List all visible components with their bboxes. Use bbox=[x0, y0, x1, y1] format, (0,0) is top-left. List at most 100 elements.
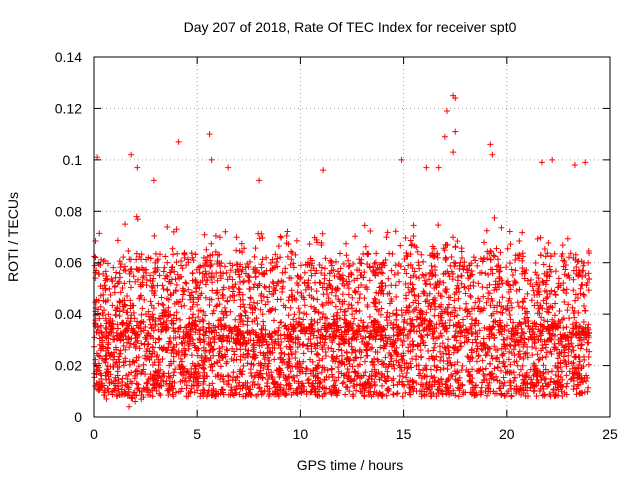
data-point bbox=[337, 265, 344, 272]
data-point bbox=[93, 380, 100, 387]
data-point bbox=[319, 284, 326, 291]
data-point bbox=[549, 156, 556, 163]
data-point bbox=[340, 277, 347, 284]
data-point bbox=[576, 358, 583, 365]
data-point bbox=[167, 374, 174, 381]
data-point bbox=[401, 256, 408, 263]
data-point bbox=[399, 342, 406, 349]
data-point bbox=[388, 267, 395, 274]
data-point bbox=[403, 249, 410, 256]
data-point bbox=[432, 272, 439, 279]
data-point bbox=[542, 253, 549, 260]
data-point bbox=[242, 309, 249, 316]
data-point bbox=[341, 312, 348, 319]
data-point bbox=[335, 368, 342, 375]
data-point bbox=[572, 291, 579, 298]
data-point bbox=[322, 352, 329, 359]
data-point bbox=[532, 269, 539, 276]
data-point bbox=[413, 353, 420, 360]
data-point bbox=[114, 321, 121, 328]
data-point bbox=[165, 386, 172, 393]
data-point bbox=[519, 329, 526, 336]
data-point bbox=[551, 312, 558, 319]
data-point bbox=[513, 287, 520, 294]
data-point bbox=[538, 314, 545, 321]
data-point bbox=[366, 277, 373, 284]
data-point bbox=[483, 227, 490, 234]
data-point bbox=[252, 245, 259, 252]
data-point bbox=[561, 299, 568, 306]
data-point bbox=[466, 372, 473, 379]
data-point bbox=[256, 384, 263, 391]
data-point bbox=[272, 306, 279, 313]
data-point bbox=[570, 386, 577, 393]
data-point bbox=[565, 301, 572, 308]
data-point bbox=[277, 254, 284, 261]
data-point bbox=[388, 282, 395, 289]
data-point bbox=[507, 361, 514, 368]
data-point bbox=[384, 368, 391, 375]
data-point bbox=[491, 253, 498, 260]
data-point bbox=[406, 315, 413, 322]
data-point bbox=[267, 260, 274, 267]
data-point bbox=[296, 315, 303, 322]
data-point bbox=[437, 330, 444, 337]
data-point bbox=[250, 299, 257, 306]
chart-title: Day 207 of 2018, Rate Of TEC Index for r… bbox=[184, 19, 517, 35]
data-point bbox=[189, 270, 196, 277]
data-point bbox=[336, 315, 343, 322]
data-point bbox=[339, 291, 346, 298]
data-point bbox=[371, 260, 378, 267]
data-point bbox=[363, 352, 370, 359]
data-point bbox=[316, 357, 323, 364]
data-point bbox=[216, 345, 223, 352]
data-point bbox=[516, 371, 523, 378]
data-point bbox=[425, 303, 432, 310]
data-point bbox=[560, 257, 567, 264]
data-point bbox=[334, 268, 341, 275]
data-point bbox=[433, 367, 440, 374]
x-axis-label: GPS time / hours bbox=[297, 457, 404, 473]
data-point bbox=[416, 265, 423, 272]
data-point bbox=[111, 283, 118, 290]
data-point bbox=[317, 280, 324, 287]
data-point bbox=[420, 258, 427, 265]
data-point bbox=[537, 234, 544, 241]
data-point bbox=[264, 294, 271, 301]
data-point bbox=[336, 250, 343, 257]
data-point bbox=[491, 214, 498, 221]
data-point bbox=[451, 344, 458, 351]
data-point bbox=[366, 313, 373, 320]
data-point bbox=[440, 365, 447, 372]
data-point bbox=[485, 271, 492, 278]
data-point bbox=[552, 292, 559, 299]
data-point bbox=[259, 326, 266, 333]
data-point bbox=[438, 375, 445, 382]
data-point bbox=[301, 269, 308, 276]
data-point bbox=[262, 284, 269, 291]
data-point bbox=[506, 228, 513, 235]
data-point bbox=[443, 241, 450, 248]
data-point bbox=[228, 386, 235, 393]
data-point bbox=[343, 349, 350, 356]
data-point bbox=[488, 352, 495, 359]
data-point bbox=[343, 252, 350, 259]
data-point bbox=[540, 362, 547, 369]
data-point bbox=[580, 378, 587, 385]
data-point bbox=[413, 380, 420, 387]
data-point bbox=[446, 317, 453, 324]
data-point bbox=[242, 346, 249, 353]
data-point bbox=[458, 272, 465, 279]
data-point bbox=[294, 280, 301, 287]
data-point bbox=[277, 332, 284, 339]
data-point bbox=[396, 278, 403, 285]
data-point bbox=[390, 382, 397, 389]
x-tick-label: 10 bbox=[293, 426, 309, 442]
data-point bbox=[235, 267, 242, 274]
data-point bbox=[564, 307, 571, 314]
data-point bbox=[158, 383, 165, 390]
data-point bbox=[147, 371, 154, 378]
data-point bbox=[202, 294, 209, 301]
x-tick-label: 15 bbox=[396, 426, 412, 442]
data-point bbox=[151, 232, 158, 239]
